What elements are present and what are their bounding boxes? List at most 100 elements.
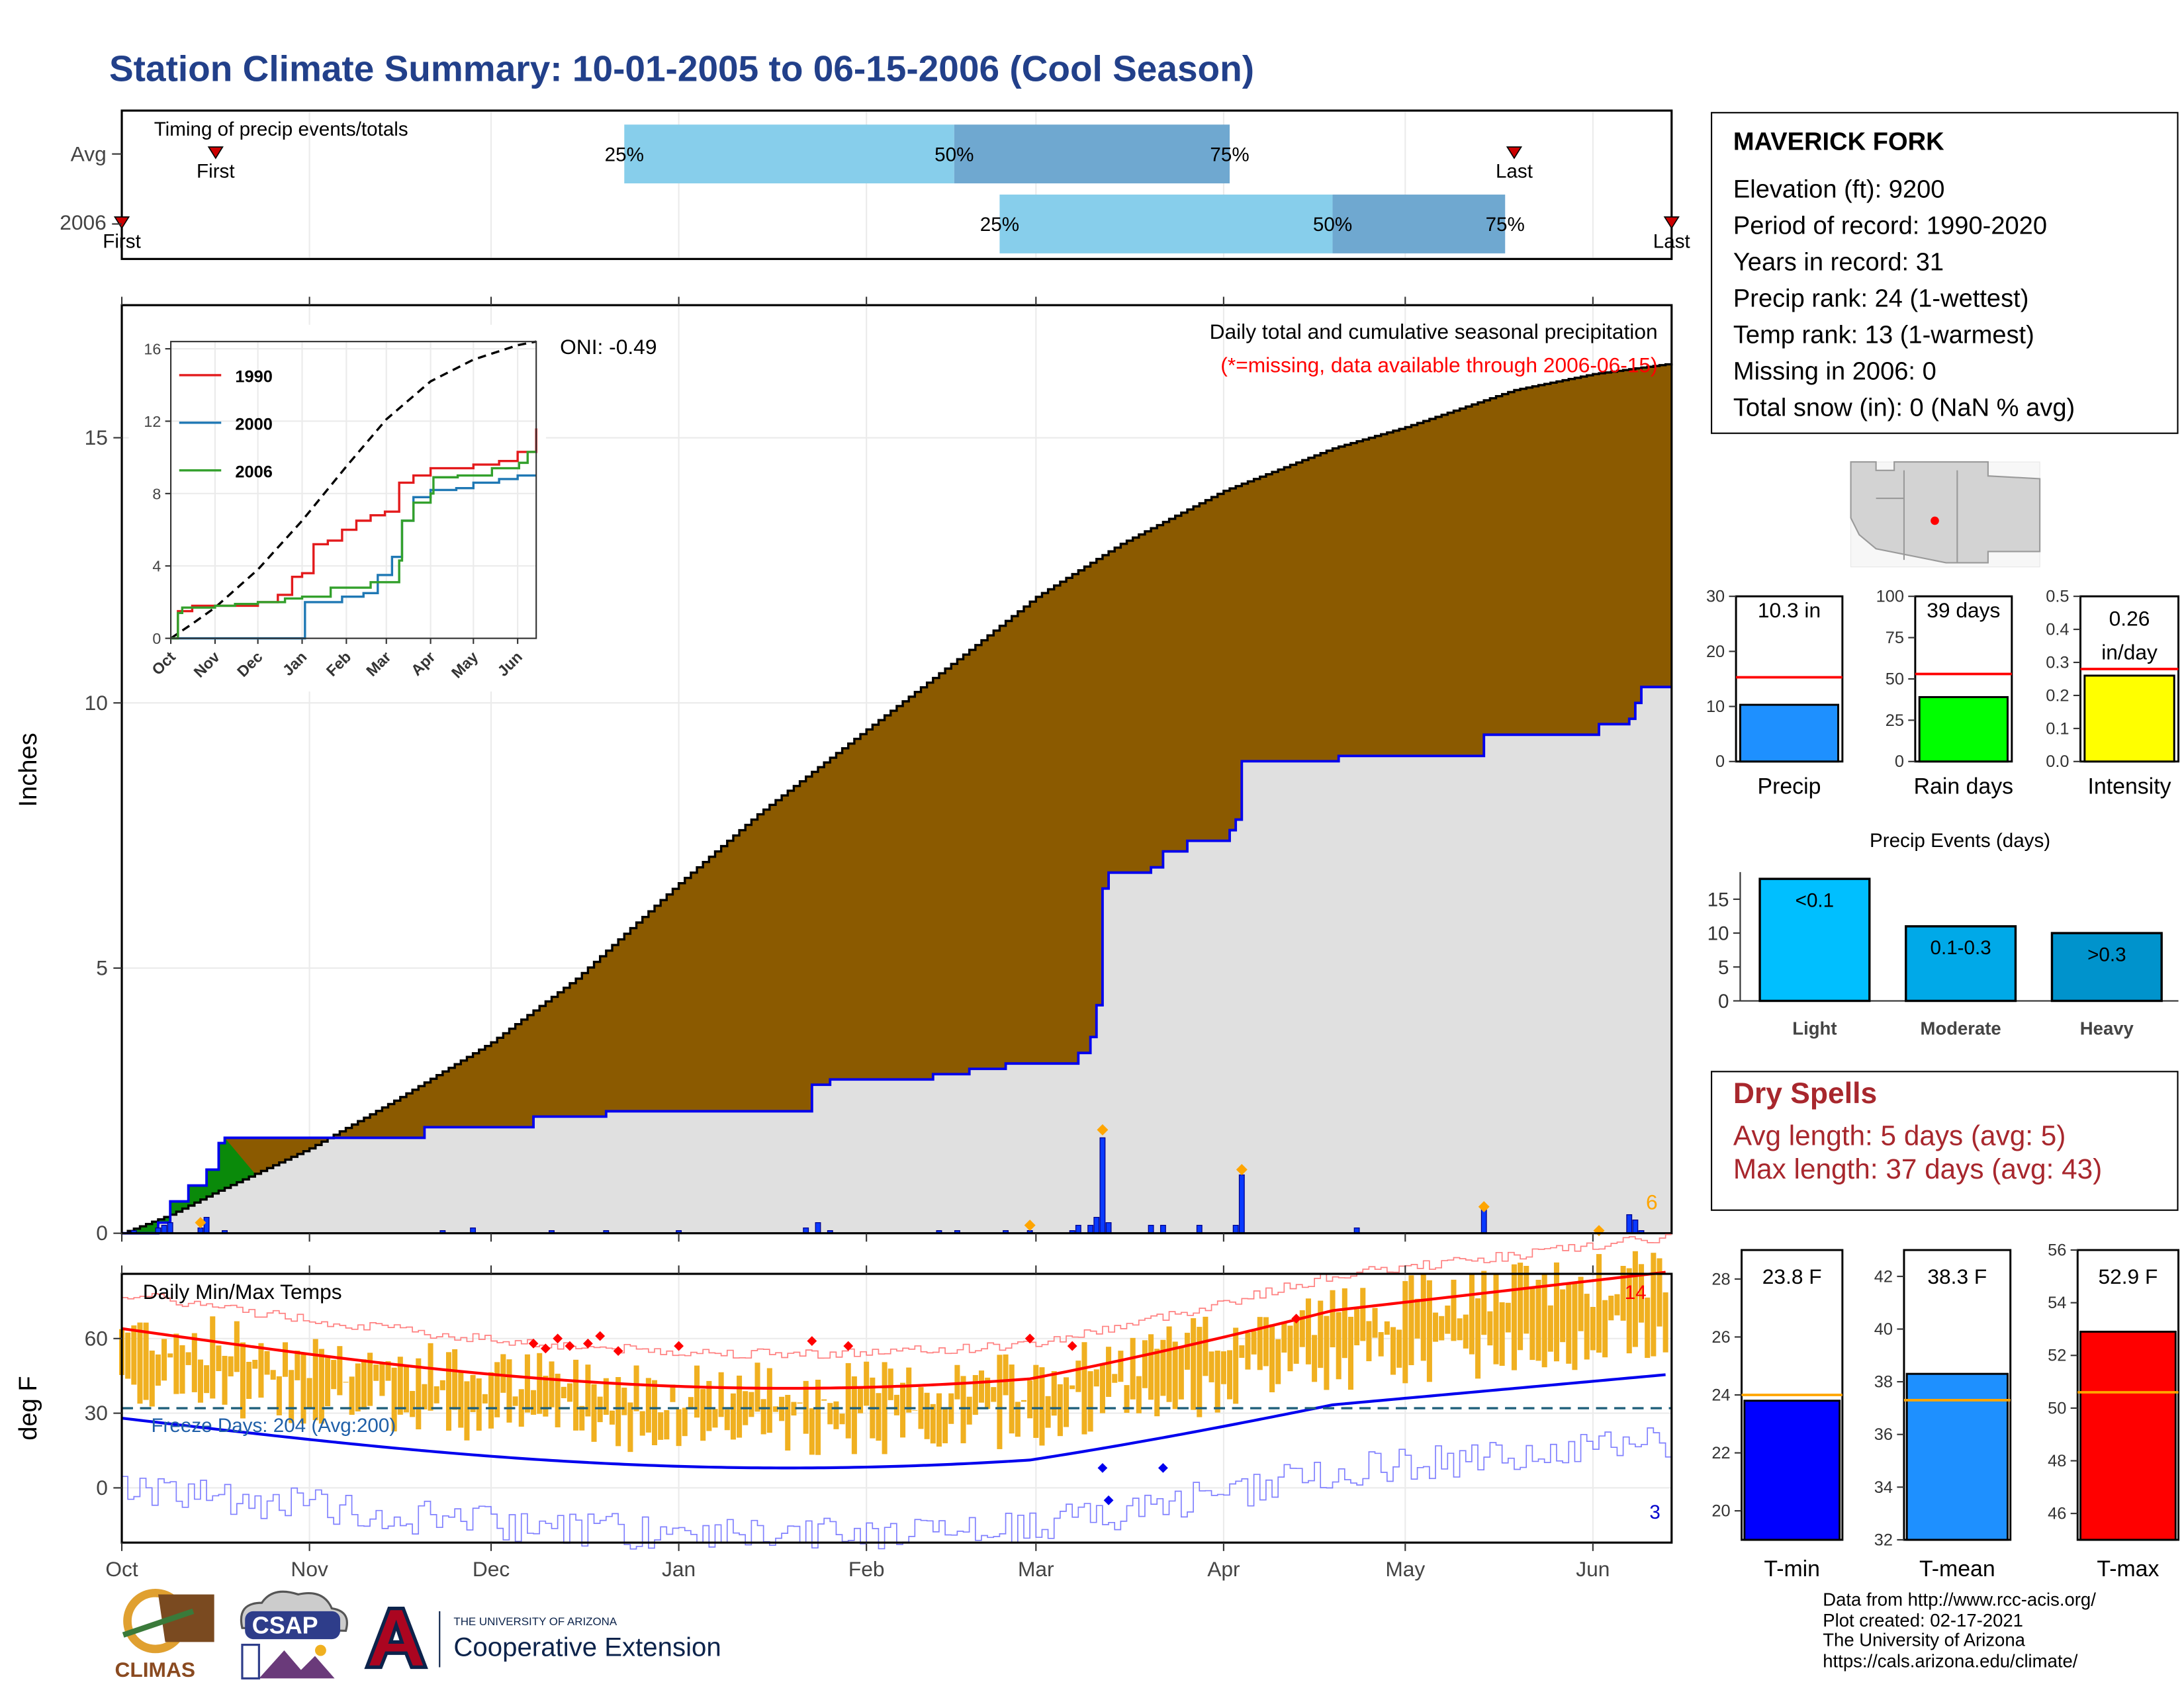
- month-label-Nov: Nov: [291, 1557, 328, 1581]
- events-ytick-label: 5: [1718, 957, 1729, 979]
- precip-daily-bar: [1093, 1216, 1100, 1234]
- temp-bar-value-T-max: [2079, 1330, 2177, 1541]
- temp-daily-range-bar: [1481, 1271, 1487, 1335]
- temp-daily-range-bar: [518, 1389, 524, 1427]
- temp-daily-range-bar: [1426, 1280, 1432, 1382]
- credit-url: https://cals.arizona.edu/climate/: [1823, 1649, 2078, 1671]
- timing-last-marker: [1506, 146, 1523, 159]
- temp-daily-range-bar: [458, 1372, 464, 1428]
- temp-daily-range-bar: [700, 1389, 706, 1441]
- temp-daily-range-bar: [537, 1353, 543, 1414]
- events-ytick-label: 10: [1707, 923, 1729, 945]
- temp-daily-range-bar: [1069, 1385, 1075, 1390]
- temp-ytick-label: 60: [85, 1326, 108, 1350]
- temp-daily-range-bar: [597, 1396, 603, 1423]
- temp-daily-range-bar: [1220, 1351, 1226, 1384]
- station-elevation: Elevation (ft): 9200: [1733, 175, 1945, 203]
- temp-daily-range-bar: [1106, 1347, 1112, 1397]
- ua-small-text: THE UNIVERSITY OF ARIZONA: [453, 1615, 617, 1628]
- temp-daily-range-bar: [1293, 1321, 1299, 1364]
- temp-avg-max-line: [121, 1271, 1666, 1390]
- temp-daily-range-bar: [1347, 1316, 1353, 1390]
- temp-bar-ytick-label: 52: [2048, 1347, 2066, 1365]
- precip-daily-bar: [1099, 1137, 1106, 1234]
- temp-daily-range-bar: [585, 1364, 591, 1417]
- temp-daily-range-bar: [887, 1368, 893, 1400]
- temp-daily-range-bar: [1118, 1351, 1124, 1382]
- temp-daily-range-bar: [185, 1352, 191, 1365]
- temp-daily-range-bar: [1142, 1340, 1148, 1388]
- temp-hot-extreme-marker: [843, 1341, 854, 1351]
- timing-first-label: First: [197, 161, 235, 183]
- temp-daily-range-bar: [772, 1406, 778, 1412]
- timing-pct-25: 25%: [980, 214, 1019, 236]
- temp-daily-range-bar: [1148, 1334, 1154, 1400]
- temp-daily-range-bar: [1524, 1265, 1529, 1334]
- temp-daily-range-bar: [191, 1333, 197, 1392]
- temp-ytick-label: 30: [85, 1401, 108, 1425]
- temp-daily-range-bar: [1045, 1396, 1051, 1428]
- temp-daily-range-bar: [391, 1367, 397, 1432]
- temp-daily-range-bar: [1009, 1364, 1015, 1434]
- station-temp-rank: Temp rank: 13 (1-warmest): [1733, 320, 2034, 349]
- temp-daily-range-bar: [694, 1365, 700, 1418]
- temp-daily-range-bar: [1408, 1275, 1414, 1366]
- temp-daily-range-bar: [991, 1387, 997, 1402]
- temp-daily-range-bar: [1178, 1347, 1184, 1400]
- temp-daily-range-bar: [676, 1409, 682, 1447]
- temp-hot-extreme-marker: [807, 1336, 817, 1346]
- temp-daily-range-bar: [1281, 1321, 1287, 1353]
- temp-daily-range-bar: [724, 1409, 730, 1431]
- temp-daily-range-bar: [137, 1322, 143, 1404]
- temp-daily-range-bar: [1003, 1354, 1009, 1396]
- temp-daily-range-bar: [851, 1376, 857, 1454]
- precip-daily-bar: [1632, 1219, 1639, 1234]
- temp-daily-range-bar: [1227, 1350, 1233, 1400]
- temp-daily-range-bar: [1251, 1331, 1257, 1355]
- station-snow: Total snow (in): 0 (NaN % avg): [1733, 393, 2075, 422]
- temp-daily-range-bar: [428, 1343, 433, 1411]
- temp-daily-range-bar: [500, 1354, 506, 1393]
- mini-bar-value-label-2: 0.26: [2109, 607, 2150, 631]
- temp-daily-range-bar: [603, 1378, 609, 1415]
- temp-daily-range-bar: [1602, 1300, 1608, 1358]
- precip-daily-bar: [1232, 1225, 1239, 1234]
- temp-daily-range-bar: [1420, 1273, 1426, 1361]
- temp-daily-range-bar: [204, 1365, 210, 1394]
- temp-panel: Daily Min/Max Temps Freeze Days: 204 (Av…: [15, 1233, 1673, 1581]
- precip-extreme-marker: [1478, 1201, 1490, 1213]
- precip-daily-bar: [1160, 1225, 1166, 1234]
- freeze-days-label: Freeze Days: 204 (Avg:200): [151, 1415, 396, 1437]
- inset-avg-line: [170, 340, 537, 640]
- temp-daily-range-bar: [651, 1380, 658, 1446]
- mini-bar-ytick-label: 0.3: [2046, 653, 2069, 672]
- temp-daily-range-bar: [283, 1342, 289, 1377]
- temp-daily-range-bar: [555, 1373, 561, 1427]
- temp-daily-range-bar: [1396, 1329, 1402, 1368]
- temp-daily-range-bar: [785, 1394, 791, 1451]
- cold-extreme-count: 3: [1649, 1501, 1660, 1523]
- temp-daily-range-bar: [125, 1332, 131, 1379]
- temp-daily-range-bar: [827, 1403, 833, 1425]
- temp-daily-range-bar: [1015, 1402, 1021, 1437]
- mini-bar-value-unit-2: in/day: [2101, 640, 2158, 664]
- temp-daily-range-bar: [760, 1399, 766, 1435]
- temp-daily-range-bar: [579, 1406, 585, 1431]
- temp-daily-range-bar: [379, 1363, 385, 1396]
- timing-pct-75: 75%: [1210, 144, 1249, 165]
- temp-daily-range-bar: [1487, 1311, 1493, 1346]
- temp-bar-ytick-label: 56: [2048, 1241, 2066, 1260]
- inset-ytick-label: 12: [144, 413, 161, 430]
- dry-spells-avg: Avg length: 5 days (avg: 5): [1733, 1121, 2066, 1152]
- precip-ytick-label: 10: [85, 691, 108, 715]
- temp-bar-ytick-label: 26: [1711, 1328, 1730, 1347]
- timing-row-label-avg: Avg: [71, 142, 107, 165]
- station-info-box: MAVERICK FORK Elevation (ft): 9200 Perio…: [1711, 112, 2179, 434]
- timing-bar-50-75: [1332, 195, 1506, 253]
- temp-daily-range-bar: [1239, 1345, 1245, 1358]
- temp-daily-range-bar: [1318, 1300, 1324, 1368]
- credit-university: The University of Arizona: [1823, 1629, 2025, 1651]
- temp-hot-extreme-marker: [540, 1343, 551, 1354]
